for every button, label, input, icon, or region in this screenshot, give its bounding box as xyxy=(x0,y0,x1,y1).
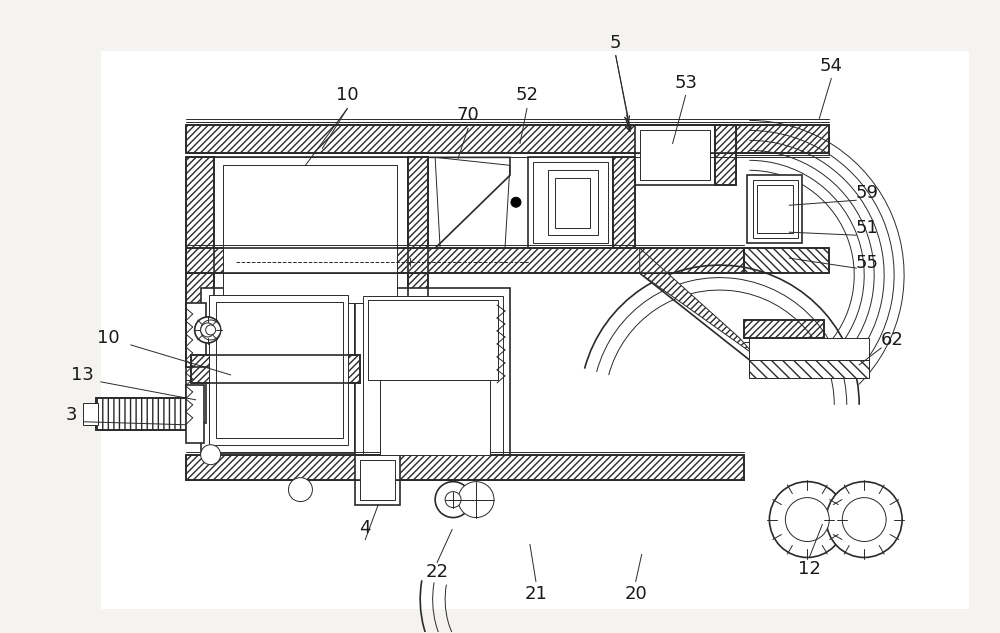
Text: 5: 5 xyxy=(610,34,621,52)
Bar xyxy=(360,460,395,499)
Bar xyxy=(96,398,191,430)
Text: 62: 62 xyxy=(881,331,904,349)
Bar xyxy=(380,380,490,454)
Bar xyxy=(749,360,869,378)
Bar xyxy=(186,454,744,480)
Bar xyxy=(715,125,736,185)
Circle shape xyxy=(842,498,886,541)
Polygon shape xyxy=(428,158,510,248)
Circle shape xyxy=(445,492,461,508)
Bar xyxy=(223,165,397,303)
Text: 4: 4 xyxy=(360,518,371,537)
Circle shape xyxy=(511,197,521,207)
Circle shape xyxy=(201,320,221,340)
Bar xyxy=(186,385,204,442)
Bar xyxy=(548,170,598,235)
Text: 55: 55 xyxy=(856,254,879,272)
Circle shape xyxy=(201,323,215,337)
Circle shape xyxy=(785,498,829,541)
Bar xyxy=(555,179,590,228)
Text: 20: 20 xyxy=(624,586,647,603)
Bar xyxy=(613,158,635,248)
Bar xyxy=(368,300,498,380)
Bar xyxy=(749,338,869,360)
Text: 51: 51 xyxy=(856,219,879,237)
Bar xyxy=(216,302,343,438)
Bar xyxy=(186,125,829,153)
Text: 52: 52 xyxy=(515,87,538,104)
Circle shape xyxy=(826,482,902,558)
Circle shape xyxy=(435,482,471,518)
Bar xyxy=(214,158,408,312)
Bar xyxy=(635,125,715,185)
Polygon shape xyxy=(640,248,754,355)
Text: 53: 53 xyxy=(674,73,697,92)
Text: 10: 10 xyxy=(336,87,359,104)
Bar xyxy=(744,248,829,273)
Bar xyxy=(640,130,710,180)
Circle shape xyxy=(195,317,221,343)
Bar xyxy=(355,288,510,463)
Text: 3: 3 xyxy=(65,406,77,423)
Circle shape xyxy=(201,445,221,465)
Bar xyxy=(528,158,613,248)
Bar xyxy=(101,51,969,610)
Bar xyxy=(408,158,428,312)
Text: 22: 22 xyxy=(426,563,449,582)
Text: 21: 21 xyxy=(524,586,547,603)
Bar xyxy=(186,248,744,273)
Bar xyxy=(533,162,608,243)
Bar xyxy=(744,320,824,338)
Circle shape xyxy=(206,325,216,335)
Bar xyxy=(201,288,355,453)
Bar xyxy=(209,295,348,445)
Circle shape xyxy=(769,482,845,558)
Text: 12: 12 xyxy=(798,560,821,579)
Bar xyxy=(757,185,793,233)
Bar xyxy=(749,360,869,378)
Bar xyxy=(186,158,214,367)
Bar xyxy=(715,125,736,185)
Bar xyxy=(186,303,206,423)
Bar xyxy=(747,175,802,243)
Bar xyxy=(96,398,191,430)
Bar xyxy=(191,355,360,383)
Bar xyxy=(363,296,503,454)
Bar xyxy=(186,454,744,480)
Circle shape xyxy=(288,478,312,501)
Bar xyxy=(191,355,360,383)
Bar xyxy=(186,248,744,273)
Bar xyxy=(613,158,635,248)
Bar xyxy=(83,403,98,425)
Text: 59: 59 xyxy=(856,184,879,203)
Text: 13: 13 xyxy=(71,366,94,384)
Text: 54: 54 xyxy=(820,56,843,75)
Bar xyxy=(186,158,214,367)
Text: 10: 10 xyxy=(97,329,119,347)
Bar xyxy=(744,248,829,273)
Bar xyxy=(186,125,829,153)
Bar xyxy=(408,158,428,312)
Bar xyxy=(753,180,798,238)
Bar xyxy=(355,454,400,505)
Circle shape xyxy=(458,482,494,518)
Text: 70: 70 xyxy=(457,106,479,125)
Bar xyxy=(744,320,824,338)
